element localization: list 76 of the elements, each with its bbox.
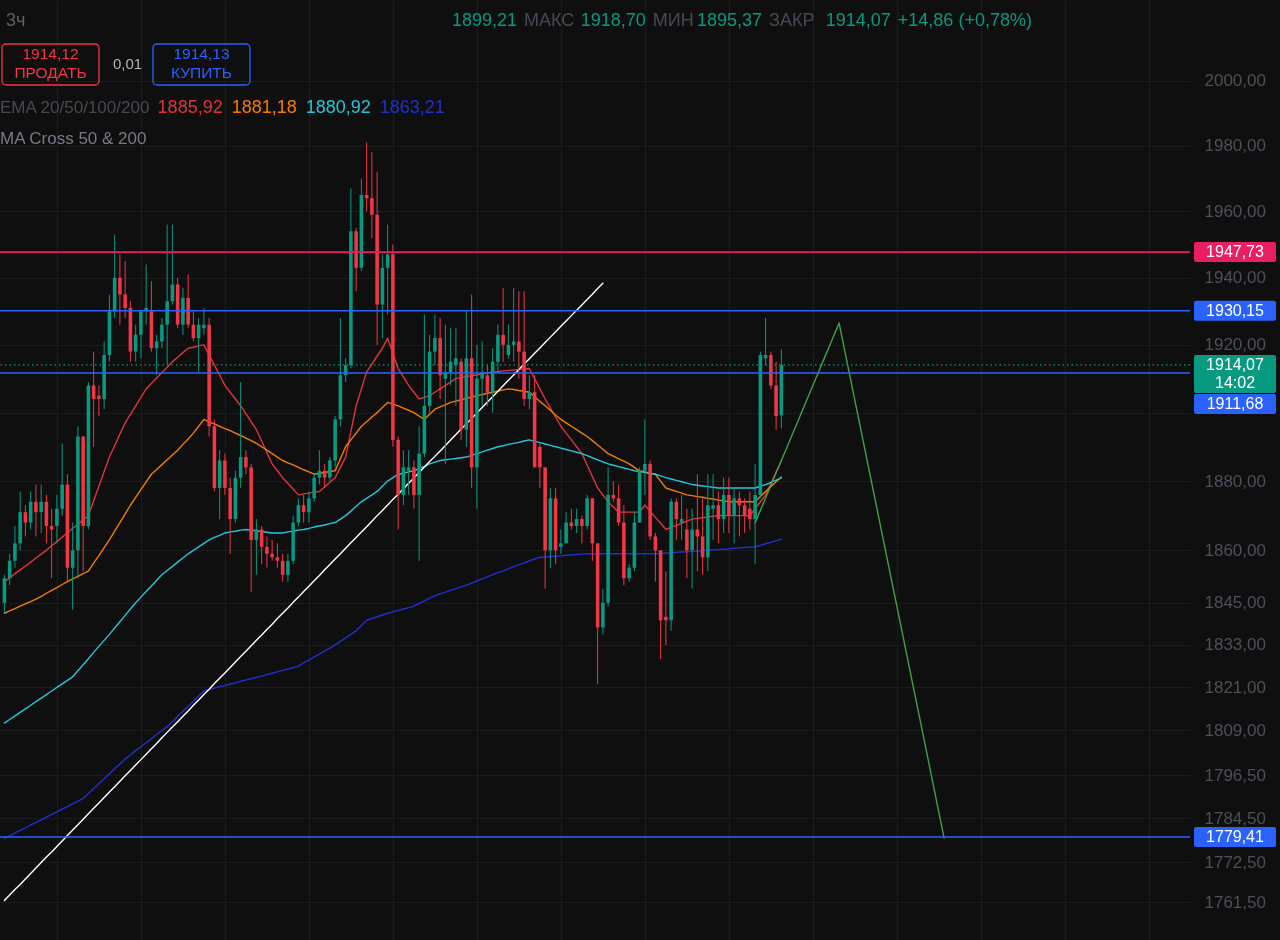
candlestick: [13, 525, 17, 569]
line-series: [3, 282, 604, 902]
line-series: [3, 439, 783, 724]
ref-line-label: 1930,15: [1206, 301, 1265, 319]
candlestick: [517, 290, 521, 380]
y-tick-label: 1821,00: [1204, 677, 1266, 697]
candlestick: [685, 508, 689, 579]
candlestick: [160, 317, 164, 349]
annotation: MA Cross 50 & 200: [0, 129, 147, 148]
candlestick: [690, 508, 694, 590]
candlestick: [727, 477, 731, 534]
y-tick-label: 1761,50: [1204, 892, 1266, 912]
candlestick: [501, 287, 505, 363]
candlestick: [580, 515, 584, 544]
candlestick: [123, 260, 127, 319]
candlestick: [34, 484, 38, 537]
ref-line-label: 1911,68: [1206, 394, 1264, 412]
candlestick: [732, 487, 736, 544]
candlestick: [55, 494, 59, 544]
candlestick: [307, 490, 311, 524]
candlestick: [643, 418, 647, 496]
candlestick: [559, 528, 563, 555]
annotation: 1899,21: [452, 10, 518, 30]
annotation: 1880,92: [305, 97, 371, 117]
y-tick-label: 1845,00: [1204, 593, 1266, 613]
y-tick-label: 1833,00: [1204, 635, 1266, 655]
candlestick: [202, 307, 206, 336]
annotation: 1881,18: [231, 97, 297, 117]
candlestick: [328, 456, 332, 482]
y-tick-label: 1809,00: [1204, 720, 1266, 740]
y-tick-label: 1960,00: [1204, 201, 1266, 221]
y-tick-label: 1940,00: [1204, 268, 1266, 288]
line-series: [754, 322, 945, 839]
y-tick-label: 1772,50: [1204, 852, 1266, 872]
y-tick-label: 2000,00: [1204, 71, 1266, 91]
annotation: +14,86 (+0,78%): [897, 10, 1032, 30]
annotation: 1914,13 КУПИТЬ: [171, 45, 232, 81]
ref-line-label: 1779,41: [1206, 827, 1265, 845]
candlestick: [538, 442, 542, 489]
annotation: 1895,37: [697, 10, 763, 30]
candlestick: [679, 494, 684, 541]
annotation: МИН: [652, 10, 694, 30]
candlestick: [244, 449, 248, 475]
candlestick: [748, 490, 752, 530]
candlestick: [627, 563, 631, 583]
candlestick: [270, 539, 274, 562]
annotation: 1914,12 ПРОДАТЬ: [14, 45, 87, 81]
annotation: МАКС: [524, 10, 575, 30]
annotation: 1863,21: [379, 97, 445, 117]
candlestick: [275, 542, 280, 569]
annotation: 0,01: [113, 55, 143, 72]
y-tick-label: 1860,00: [1204, 540, 1266, 560]
ref-line-label: 1914,07 14:02: [1206, 355, 1265, 391]
y-tick-label: 1880,00: [1204, 471, 1266, 491]
annotation: 1914,07: [825, 10, 891, 30]
text: 3ч: [6, 10, 26, 30]
candlestick: [564, 511, 568, 544]
candlestick: [664, 570, 668, 646]
candlestick: [118, 254, 122, 326]
annotation: EMA 20/50/100/200: [0, 98, 150, 117]
annotation: 1885,92: [157, 97, 223, 117]
candlestick: [312, 473, 316, 503]
candlestick: [139, 310, 143, 359]
y-tick-label: 1784,50: [1204, 808, 1266, 828]
y-tick-label: 1980,00: [1204, 136, 1266, 156]
annotation: 1918,70: [580, 10, 646, 30]
candlestick: [97, 384, 101, 417]
candlestick: [39, 484, 43, 534]
y-tick-label: 1920,00: [1204, 335, 1266, 355]
candlestick: [286, 553, 290, 583]
ref-line-label: 1947,73: [1206, 243, 1265, 261]
candlestick: [265, 535, 269, 569]
candlestick: [406, 449, 411, 496]
annotation: ЗАКР: [769, 10, 815, 30]
candlestick: [370, 151, 374, 239]
y-tick-label: 1796,50: [1204, 765, 1266, 785]
